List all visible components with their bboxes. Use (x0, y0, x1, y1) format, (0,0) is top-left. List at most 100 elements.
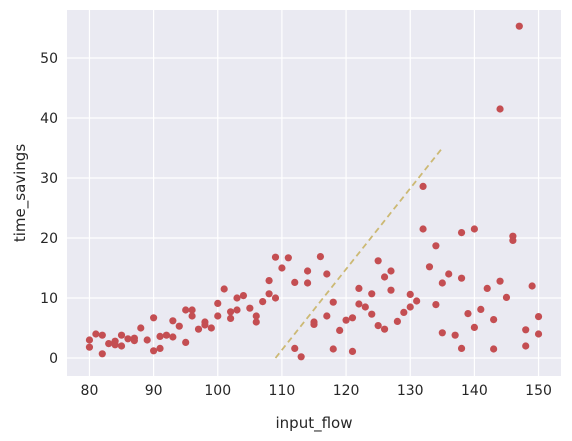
x-tick-label: 120 (333, 383, 360, 399)
data-point (406, 303, 414, 311)
data-point (425, 263, 434, 271)
data-point (490, 316, 498, 324)
x-tick-labels: 80 90 100 110 120 130 140 150 (81, 383, 552, 399)
data-point (457, 274, 466, 282)
data-point (336, 326, 344, 334)
data-point (355, 284, 363, 292)
y-axis-label: time_savings (11, 144, 30, 242)
data-point (246, 304, 254, 312)
data-point (380, 325, 389, 333)
data-point (528, 282, 536, 290)
data-point (496, 105, 504, 113)
data-point (182, 306, 190, 314)
data-point (156, 344, 164, 352)
data-point (175, 322, 183, 330)
x-axis-label: input_flow (276, 414, 353, 433)
data-point (470, 323, 478, 331)
data-point (534, 313, 543, 321)
data-point (470, 225, 478, 233)
data-point (438, 279, 446, 287)
data-point (457, 229, 466, 237)
data-point (457, 344, 466, 352)
y-tick-label: 0 (49, 351, 58, 367)
data-point (143, 336, 151, 344)
data-point (271, 253, 280, 261)
data-point (323, 270, 331, 278)
data-point (310, 320, 318, 328)
data-point (182, 338, 190, 346)
data-point (214, 299, 222, 307)
data-point (387, 267, 395, 275)
data-point (342, 316, 350, 324)
y-tick-label: 40 (40, 111, 58, 127)
data-point (220, 285, 228, 293)
data-point (117, 342, 126, 350)
data-point (130, 337, 138, 345)
data-point (265, 290, 273, 298)
data-point (233, 294, 241, 302)
data-point (348, 347, 357, 355)
data-point (374, 322, 382, 330)
data-point (380, 273, 389, 281)
data-point (387, 286, 395, 294)
data-point (329, 298, 337, 306)
data-point (85, 336, 94, 344)
data-point (259, 298, 267, 306)
data-point (291, 278, 299, 286)
data-point (413, 297, 421, 305)
data-points (85, 22, 543, 361)
x-tick-label: 140 (461, 383, 488, 399)
data-point (490, 345, 498, 353)
data-point (226, 308, 235, 316)
data-point (117, 331, 126, 339)
data-point (265, 277, 273, 285)
data-point (451, 331, 459, 339)
data-point (393, 317, 402, 325)
y-tick-label: 20 (40, 231, 58, 247)
trend-line (274, 147, 444, 359)
x-tick-label: 80 (81, 383, 99, 399)
data-point (85, 343, 94, 351)
data-point (303, 279, 312, 287)
data-point (98, 350, 106, 358)
data-point (188, 306, 196, 314)
data-point (432, 301, 440, 309)
data-point (214, 312, 222, 320)
data-point (150, 347, 158, 355)
data-point (515, 22, 523, 30)
data-point (278, 264, 286, 272)
data-point (284, 254, 292, 262)
data-point (348, 314, 357, 322)
data-point (156, 332, 164, 340)
data-point (406, 290, 414, 298)
data-point (502, 293, 511, 301)
x-tick-label: 100 (204, 383, 231, 399)
data-point (303, 267, 312, 275)
data-point (483, 284, 491, 292)
data-point (522, 326, 530, 334)
y-tick-label: 10 (40, 291, 58, 307)
y-tick-labels: 0 10 20 30 40 50 (40, 51, 58, 367)
data-point (124, 335, 132, 343)
data-point (419, 182, 427, 190)
data-point (316, 253, 325, 261)
data-point (111, 341, 119, 349)
data-point (194, 325, 203, 333)
data-point (477, 305, 485, 313)
data-point (150, 314, 158, 322)
x-tick-label: 90 (145, 383, 163, 399)
x-tick-label: 110 (269, 383, 296, 399)
data-point (226, 314, 235, 322)
data-point (201, 321, 209, 329)
plot-background (67, 10, 561, 376)
data-point (400, 308, 408, 316)
data-point (445, 270, 453, 278)
data-point (162, 331, 171, 339)
data-point (207, 324, 215, 332)
data-point (252, 312, 260, 320)
data-point (368, 310, 376, 318)
data-point (137, 324, 145, 332)
data-point (432, 242, 440, 250)
data-point (252, 318, 260, 326)
data-point (188, 312, 196, 320)
